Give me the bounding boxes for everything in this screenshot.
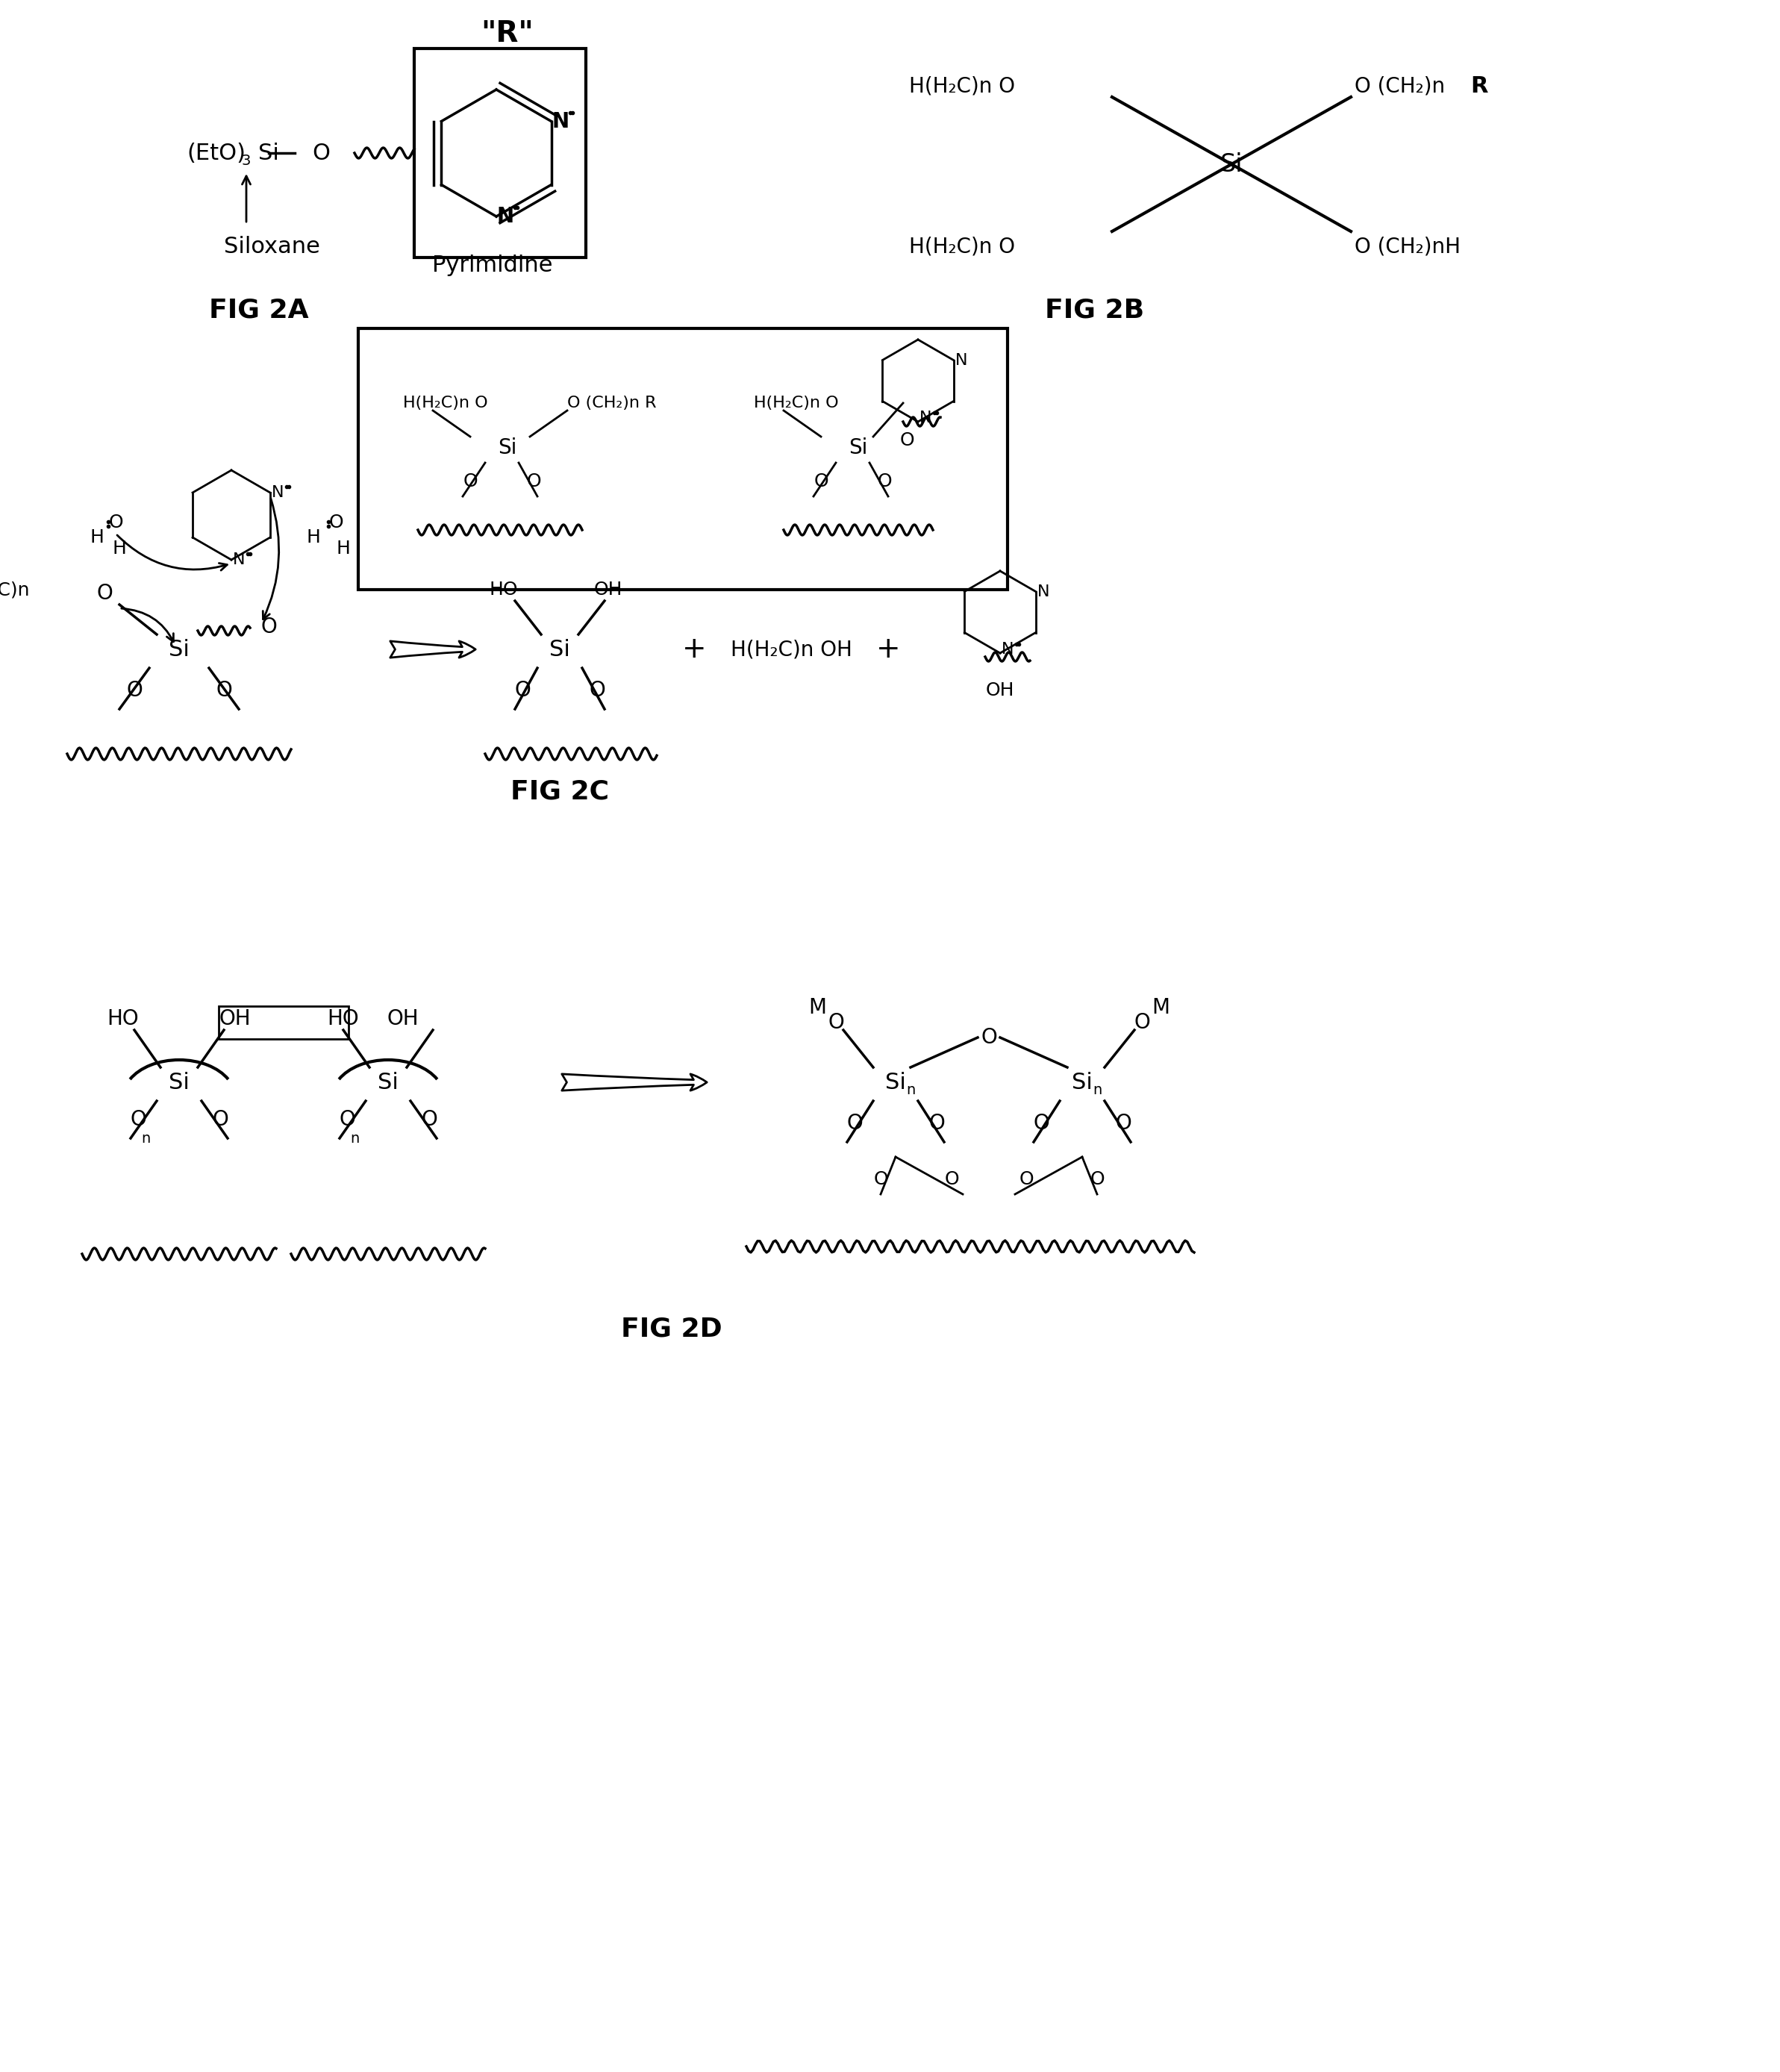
Text: +: + (682, 636, 707, 663)
Text: n: n (906, 1084, 915, 1096)
Text: N: N (1038, 584, 1048, 599)
Text: H(H₂C)n: H(H₂C)n (0, 580, 30, 599)
Text: O: O (878, 472, 892, 491)
Text: O: O (514, 680, 530, 700)
Text: R: R (1470, 75, 1488, 97)
Text: N: N (1002, 642, 1013, 657)
Text: Si: Si (169, 1071, 189, 1094)
Text: Si: Si (377, 1071, 399, 1094)
Text: H: H (112, 539, 126, 557)
Text: O: O (1134, 1011, 1150, 1034)
Text: OH: OH (595, 580, 623, 599)
Text: O: O (126, 680, 142, 700)
Text: Pyrimidine: Pyrimidine (433, 255, 554, 276)
Text: +: + (876, 636, 901, 663)
FancyBboxPatch shape (415, 48, 586, 257)
Text: Si: Si (258, 143, 279, 164)
Text: O: O (215, 680, 231, 700)
Text: Siloxane: Siloxane (224, 236, 320, 257)
Text: n: n (141, 1131, 150, 1146)
Text: O: O (329, 514, 344, 530)
Text: N: N (954, 352, 967, 367)
Text: OH: OH (219, 1009, 251, 1030)
Text: HO: HO (328, 1009, 360, 1030)
Text: OH: OH (386, 1009, 418, 1030)
Text: O: O (338, 1109, 356, 1129)
Text: O: O (847, 1113, 863, 1133)
Text: O: O (589, 680, 605, 700)
Text: Si: Si (849, 437, 869, 458)
Text: O: O (981, 1028, 997, 1048)
Text: Si: Si (498, 437, 516, 458)
Text: O: O (212, 1109, 228, 1129)
Text: HO: HO (107, 1009, 139, 1030)
Text: (EtO): (EtO) (187, 143, 246, 164)
Text: O: O (422, 1109, 438, 1129)
Text: FIG 2D: FIG 2D (621, 1316, 723, 1341)
Text: O: O (1018, 1171, 1034, 1187)
Text: H(H₂C)n O: H(H₂C)n O (753, 396, 838, 410)
Text: O: O (1114, 1113, 1132, 1133)
Text: O: O (96, 582, 112, 603)
Text: Si: Si (169, 638, 189, 661)
Text: O: O (899, 431, 915, 450)
Text: HO: HO (490, 580, 518, 599)
Text: N: N (497, 205, 514, 228)
Text: H(H₂C)n O: H(H₂C)n O (910, 236, 1015, 257)
Text: H: H (306, 528, 320, 547)
Text: O: O (929, 1113, 945, 1133)
Text: M: M (1152, 997, 1169, 1017)
Text: H: H (91, 528, 103, 547)
Text: N: N (233, 553, 246, 568)
Text: n: n (351, 1131, 360, 1146)
FancyBboxPatch shape (358, 329, 1007, 591)
Text: H: H (336, 539, 351, 557)
Text: Si: Si (1219, 151, 1242, 176)
Text: O: O (813, 472, 828, 491)
Text: O: O (463, 472, 477, 491)
Text: Si: Si (1072, 1071, 1093, 1094)
Text: O: O (260, 617, 278, 638)
Text: O: O (943, 1171, 959, 1187)
Text: N: N (918, 410, 931, 425)
Text: H(H₂C)n OH: H(H₂C)n OH (730, 638, 853, 659)
Text: M: M (808, 997, 826, 1017)
Text: O: O (874, 1171, 888, 1187)
Text: OH: OH (986, 682, 1015, 700)
Text: O: O (1089, 1171, 1104, 1187)
Text: Si: Si (550, 638, 570, 661)
Text: O (CH₂)n: O (CH₂)n (1355, 75, 1445, 95)
Text: O (CH₂)nH: O (CH₂)nH (1355, 236, 1461, 257)
Text: O: O (312, 143, 329, 164)
Text: O: O (109, 514, 123, 530)
Text: FIG 2B: FIG 2B (1045, 296, 1145, 323)
Text: O: O (1032, 1113, 1048, 1133)
Text: N: N (271, 485, 283, 499)
Text: "R": "R" (481, 19, 534, 48)
Text: H(H₂C)n O: H(H₂C)n O (910, 75, 1015, 95)
FancyBboxPatch shape (219, 1007, 349, 1038)
Text: n: n (1093, 1084, 1102, 1096)
Text: 3: 3 (242, 153, 251, 168)
Text: H(H₂C)n O: H(H₂C)n O (402, 396, 488, 410)
Text: O: O (527, 472, 541, 491)
Text: N: N (552, 110, 570, 133)
Text: O: O (828, 1011, 844, 1034)
Text: FIG 2C: FIG 2C (511, 779, 609, 804)
Text: O (CH₂)n R: O (CH₂)n R (568, 396, 657, 410)
Text: FIG 2A: FIG 2A (208, 296, 308, 323)
Text: Si: Si (885, 1071, 906, 1094)
Text: O: O (130, 1109, 146, 1129)
